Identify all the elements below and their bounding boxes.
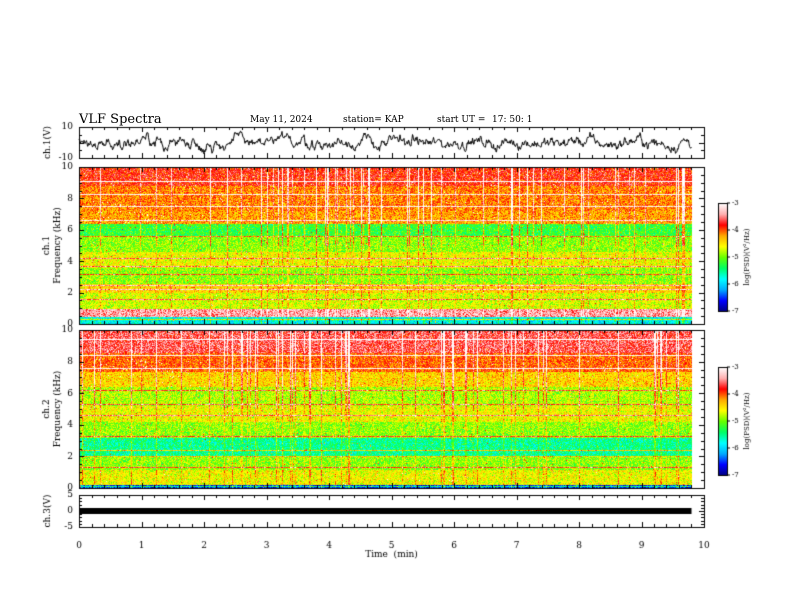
- date-label: May 11, 2024: [250, 115, 313, 125]
- start-ut-label: start UT =: [437, 115, 486, 125]
- chart-title: VLF Spectra: [79, 112, 162, 127]
- start-ut-value: 17: 50: 1: [492, 115, 533, 125]
- station-label: station= KAP: [343, 115, 404, 125]
